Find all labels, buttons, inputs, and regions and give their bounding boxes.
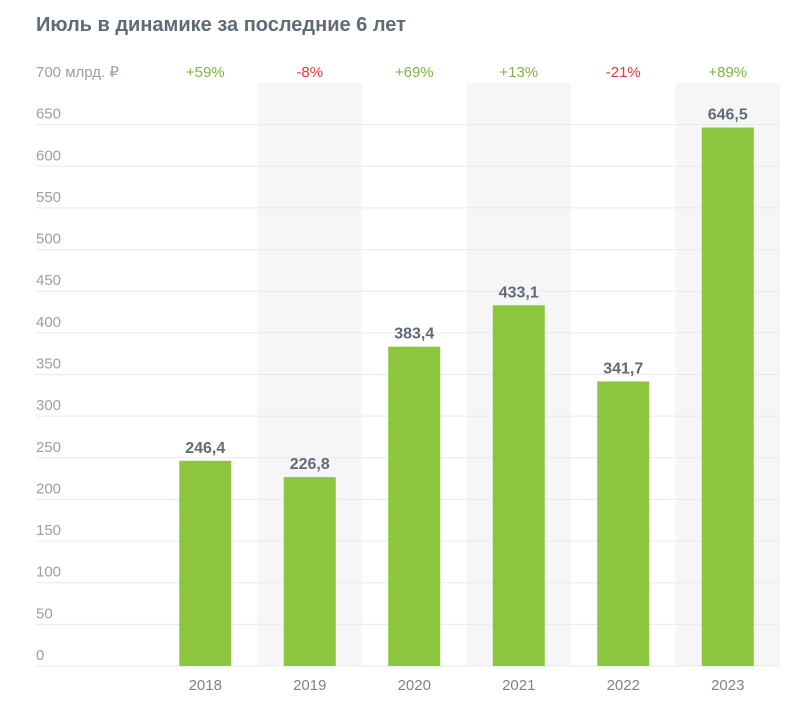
y-tick-label: 350 xyxy=(36,356,61,373)
y-tick-label: 300 xyxy=(36,397,61,414)
x-tick-label: 2018 xyxy=(189,677,222,694)
bar xyxy=(597,381,650,666)
x-tick-label: 2020 xyxy=(398,677,431,694)
y-tick-label: 100 xyxy=(36,564,61,581)
y-tick-label: 0 xyxy=(36,647,44,664)
bar xyxy=(701,127,754,666)
y-tick-label: 500 xyxy=(36,231,61,248)
bar xyxy=(492,305,545,666)
x-tick-label: 2021 xyxy=(502,677,535,694)
y-tick-label: 200 xyxy=(36,480,61,497)
x-tick-label: 2019 xyxy=(293,677,326,694)
chart-title: Июль в динамике за последние 6 лет xyxy=(36,14,406,36)
y-tick-label: 450 xyxy=(36,272,61,289)
bar xyxy=(179,460,232,666)
y-tick-label: 650 xyxy=(36,106,61,123)
change-label: -8% xyxy=(296,64,323,81)
y-tick-label: 600 xyxy=(36,147,61,164)
bar-value-label: 226,8 xyxy=(290,456,330,473)
x-tick-label: 2022 xyxy=(607,677,640,694)
x-tick-label: 2023 xyxy=(711,677,744,694)
change-label: +69% xyxy=(395,64,434,81)
y-tick-label: 250 xyxy=(36,439,61,456)
bar-value-label: 646,5 xyxy=(708,107,748,124)
change-label: +59% xyxy=(186,64,225,81)
bar-value-label: 433,1 xyxy=(499,284,539,301)
y-tick-label: 400 xyxy=(36,314,61,331)
y-tick-label: 50 xyxy=(36,605,53,622)
bar xyxy=(388,346,441,666)
bar-value-label: 383,4 xyxy=(394,326,434,343)
y-tick-label: 550 xyxy=(36,189,61,206)
change-label: -21% xyxy=(606,64,641,81)
bar-value-label: 341,7 xyxy=(603,360,643,377)
change-label: +13% xyxy=(499,64,538,81)
bar xyxy=(283,477,336,666)
bar-value-label: 246,4 xyxy=(185,440,225,457)
change-label: +89% xyxy=(708,64,747,81)
y-tick-label: 150 xyxy=(36,522,61,539)
y-axis-unit-label: 700 млрд. ₽ xyxy=(36,64,119,81)
